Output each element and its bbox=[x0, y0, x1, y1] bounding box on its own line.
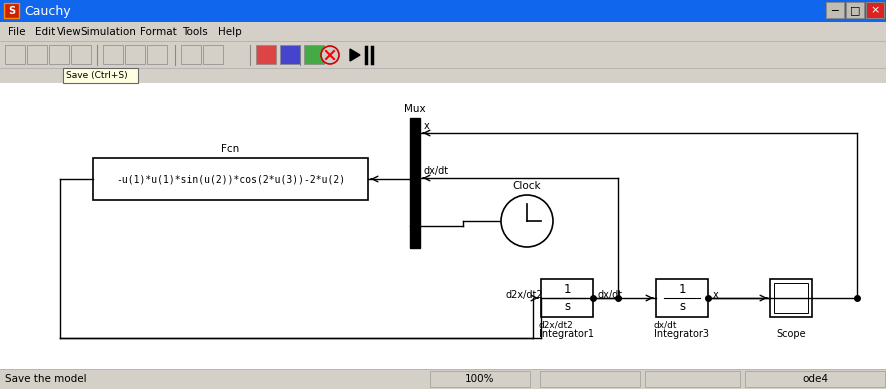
Text: 100%: 100% bbox=[465, 374, 494, 384]
FancyBboxPatch shape bbox=[774, 283, 808, 313]
FancyBboxPatch shape bbox=[203, 45, 223, 64]
Text: Save the model: Save the model bbox=[5, 374, 87, 384]
Text: Format: Format bbox=[140, 27, 176, 37]
FancyBboxPatch shape bbox=[256, 45, 276, 64]
Text: -u(1)*u(1)*sin(u(2))*cos(2*u(3))-2*u(2): -u(1)*u(1)*sin(u(2))*cos(2*u(3))-2*u(2) bbox=[116, 174, 345, 184]
Polygon shape bbox=[350, 49, 360, 61]
Text: Save (Ctrl+S): Save (Ctrl+S) bbox=[66, 71, 128, 80]
Text: d2x/dt2: d2x/dt2 bbox=[539, 320, 574, 329]
FancyBboxPatch shape bbox=[147, 45, 167, 64]
Circle shape bbox=[321, 46, 339, 64]
Circle shape bbox=[501, 195, 553, 247]
FancyBboxPatch shape bbox=[0, 22, 886, 42]
Text: Cauchy: Cauchy bbox=[24, 5, 71, 18]
Text: Integrator1: Integrator1 bbox=[540, 329, 595, 339]
Text: Edit: Edit bbox=[35, 27, 55, 37]
FancyBboxPatch shape bbox=[430, 371, 530, 387]
Text: Simulation: Simulation bbox=[80, 27, 136, 37]
FancyBboxPatch shape bbox=[0, 83, 886, 369]
Text: x: x bbox=[424, 121, 430, 131]
FancyBboxPatch shape bbox=[93, 158, 368, 200]
Text: 1: 1 bbox=[679, 283, 686, 296]
FancyBboxPatch shape bbox=[4, 3, 19, 18]
Text: s: s bbox=[563, 300, 570, 313]
Text: Tools: Tools bbox=[182, 27, 207, 37]
FancyBboxPatch shape bbox=[63, 68, 138, 83]
Text: ─: ─ bbox=[832, 5, 838, 15]
FancyBboxPatch shape bbox=[745, 371, 885, 387]
FancyBboxPatch shape bbox=[410, 118, 420, 248]
FancyBboxPatch shape bbox=[103, 45, 123, 64]
FancyBboxPatch shape bbox=[304, 45, 324, 64]
FancyBboxPatch shape bbox=[826, 2, 844, 18]
Text: Mux: Mux bbox=[404, 104, 426, 114]
Text: dx/dt: dx/dt bbox=[424, 166, 449, 176]
FancyBboxPatch shape bbox=[71, 45, 91, 64]
FancyBboxPatch shape bbox=[5, 45, 25, 64]
FancyBboxPatch shape bbox=[27, 45, 47, 64]
FancyBboxPatch shape bbox=[125, 45, 145, 64]
Text: Clock: Clock bbox=[513, 181, 541, 191]
Text: 1: 1 bbox=[563, 283, 571, 296]
Text: s: s bbox=[679, 300, 685, 313]
FancyBboxPatch shape bbox=[0, 0, 886, 22]
FancyBboxPatch shape bbox=[0, 42, 886, 68]
FancyBboxPatch shape bbox=[0, 369, 886, 389]
FancyBboxPatch shape bbox=[846, 2, 864, 18]
FancyBboxPatch shape bbox=[541, 279, 593, 317]
Text: dx/dt: dx/dt bbox=[598, 290, 623, 300]
Text: File: File bbox=[8, 27, 26, 37]
Text: ode4: ode4 bbox=[802, 374, 828, 384]
Text: dx/dt: dx/dt bbox=[654, 320, 678, 329]
Text: Integrator3: Integrator3 bbox=[655, 329, 710, 339]
Text: Help: Help bbox=[218, 27, 242, 37]
FancyBboxPatch shape bbox=[49, 45, 69, 64]
Text: View: View bbox=[57, 27, 82, 37]
FancyBboxPatch shape bbox=[645, 371, 740, 387]
Text: x: x bbox=[713, 290, 719, 300]
FancyBboxPatch shape bbox=[866, 2, 884, 18]
Text: Scope: Scope bbox=[776, 329, 805, 339]
Text: □: □ bbox=[850, 5, 860, 15]
Text: S: S bbox=[8, 6, 15, 16]
Text: d2x/dt2: d2x/dt2 bbox=[506, 290, 544, 300]
FancyBboxPatch shape bbox=[280, 45, 300, 64]
Text: Fcn: Fcn bbox=[222, 144, 239, 154]
Text: ×: × bbox=[870, 5, 880, 15]
FancyBboxPatch shape bbox=[540, 371, 640, 387]
FancyBboxPatch shape bbox=[181, 45, 201, 64]
FancyBboxPatch shape bbox=[770, 279, 812, 317]
FancyBboxPatch shape bbox=[656, 279, 708, 317]
